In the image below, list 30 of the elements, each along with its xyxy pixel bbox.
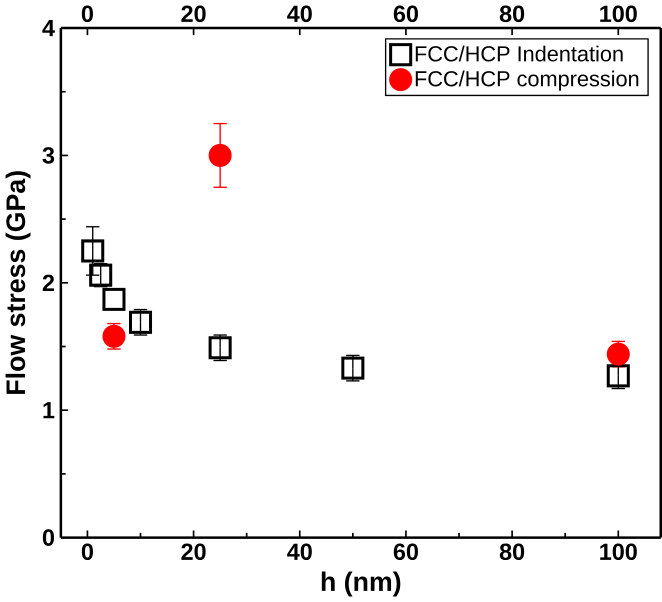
x-tick-label: 20	[181, 543, 206, 560]
point	[102, 324, 126, 348]
x2-tick-label: 0	[82, 6, 93, 22]
x2-tick-label: 40	[287, 6, 312, 22]
x2-tick-label: 100	[600, 6, 637, 22]
x-axis-title: h (nm)	[322, 572, 400, 596]
point	[208, 336, 232, 360]
x2-tick-label: 20	[181, 6, 206, 22]
y-axis-title: Flow stress (GPa)	[6, 171, 30, 394]
point	[81, 239, 104, 262]
y-tick-label: 2	[42, 274, 54, 291]
legend-label: FCC/HCP Indentation	[416, 46, 623, 62]
y-tick-label: 1	[43, 402, 54, 418]
x2-tick-label: 80	[500, 6, 524, 22]
y-tick-label: 4	[42, 20, 55, 36]
x-tick-label: 60	[394, 543, 418, 560]
point	[341, 356, 364, 380]
point	[102, 288, 126, 311]
point	[89, 264, 112, 287]
x-tick-label: 80	[500, 543, 524, 560]
x-tick-label: 0	[82, 543, 93, 560]
x-tick-label: 100	[600, 543, 637, 560]
x-tick-label: 40	[287, 543, 312, 560]
x2-tick-label: 60	[394, 6, 418, 22]
y-tick-label: 0	[42, 529, 54, 546]
point	[208, 144, 232, 167]
legend-label: FCC/HCP compression	[416, 70, 638, 91]
point	[128, 310, 152, 334]
y-tick-label: 3	[42, 147, 54, 164]
point	[606, 364, 630, 388]
